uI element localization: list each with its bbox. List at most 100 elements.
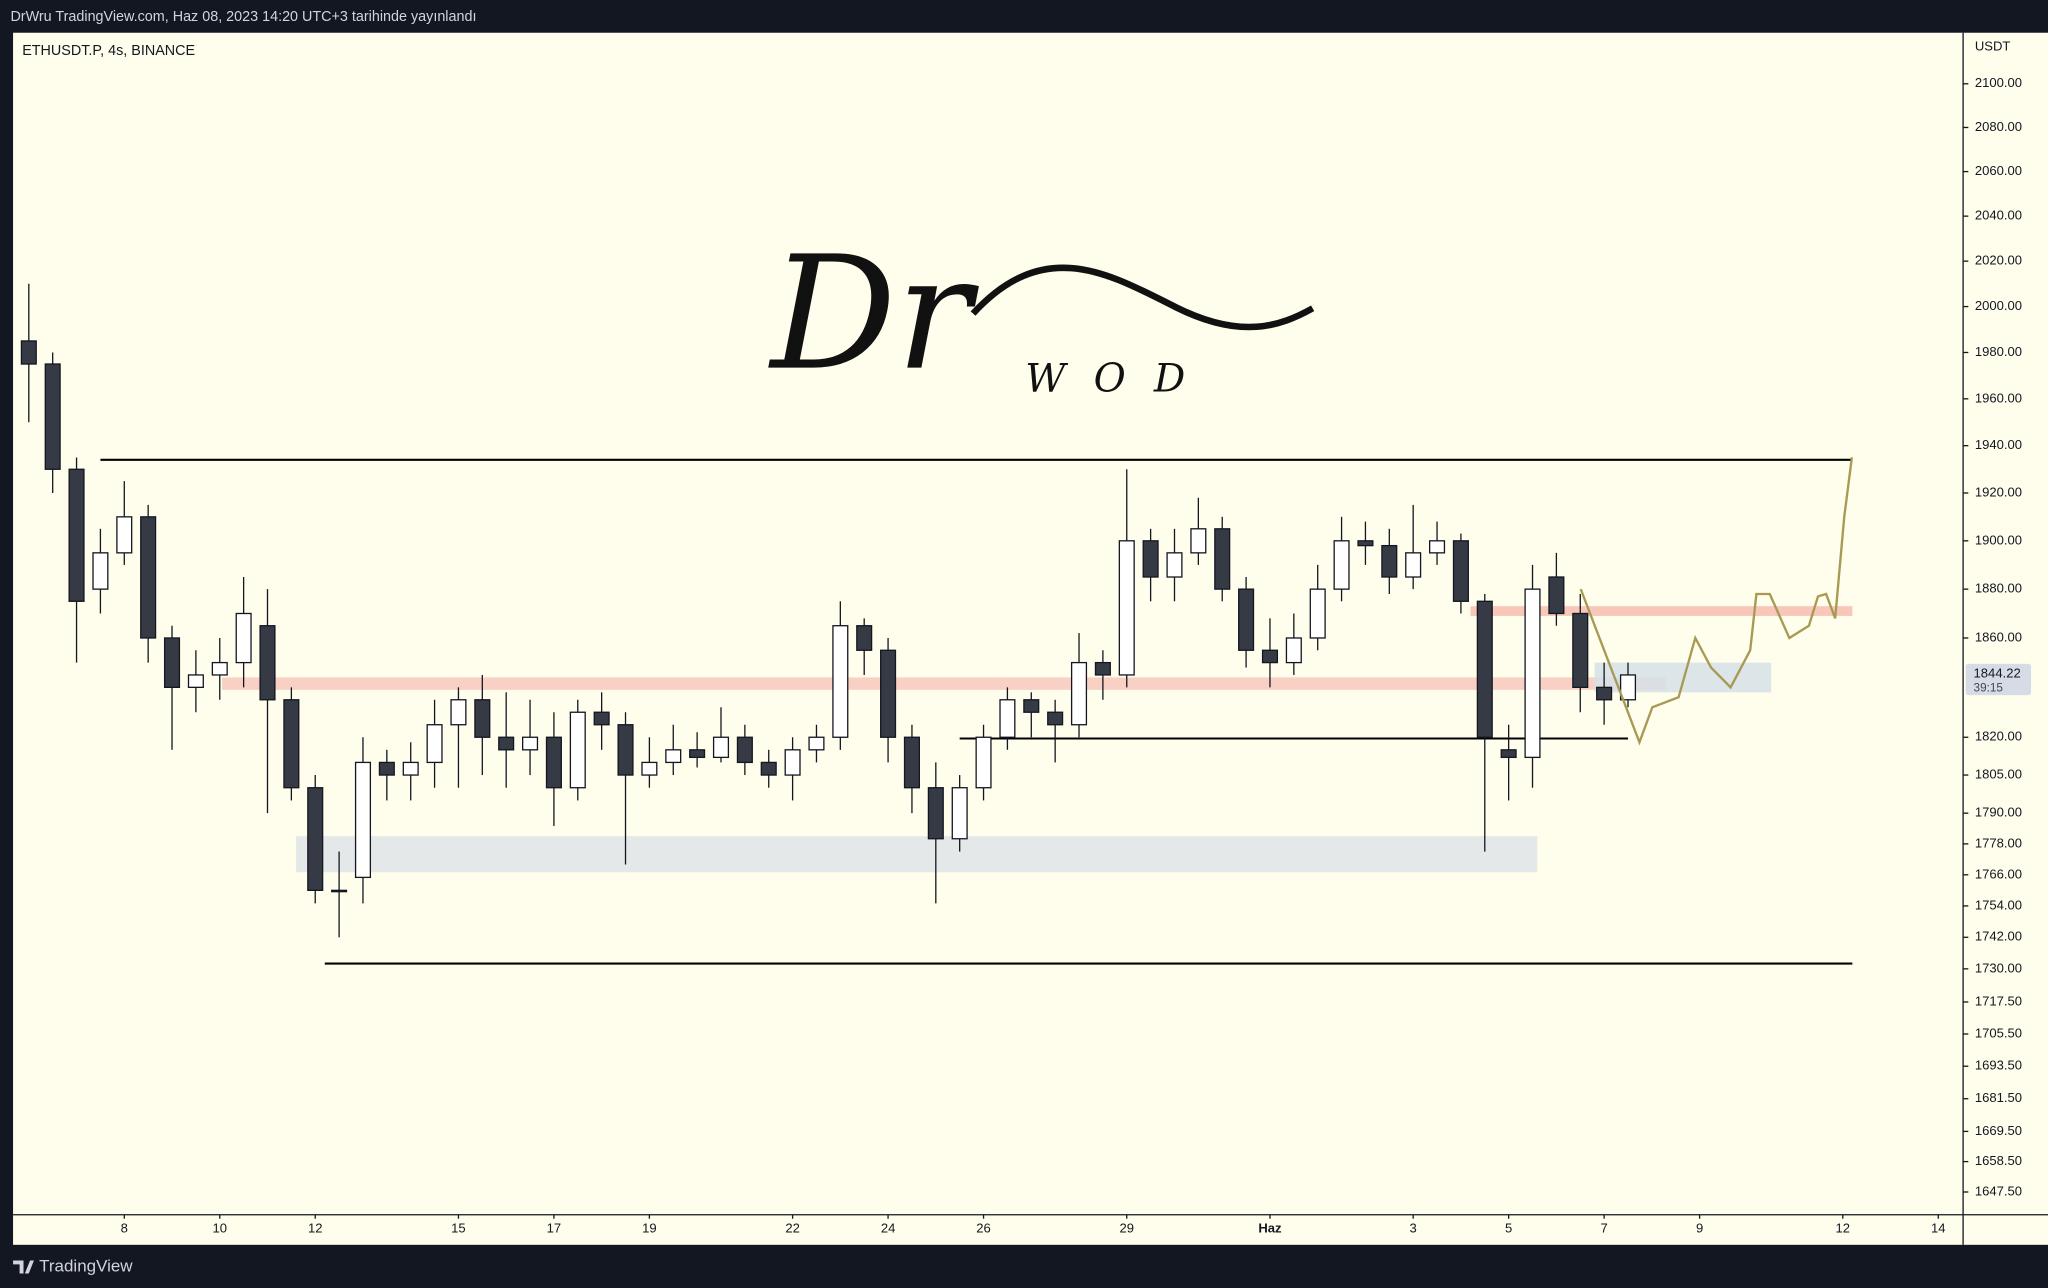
candle-body <box>1142 540 1159 578</box>
x-tick-label: Haz <box>1258 1221 1282 1236</box>
candle-body <box>1285 637 1302 664</box>
candle-body <box>426 724 443 764</box>
candle-body <box>1166 552 1183 578</box>
y-tick-label: 1960.00 <box>1975 390 2022 405</box>
candle-body <box>163 637 181 689</box>
candle-body <box>641 761 658 776</box>
x-tick-label: 22 <box>785 1221 800 1236</box>
x-tick-label: 15 <box>451 1221 466 1236</box>
candle-body <box>1047 711 1064 726</box>
symbol-title: ETHUSDT.P, 4s, BINANCE <box>22 43 195 59</box>
x-tick-label: 14 <box>1931 1221 1946 1236</box>
candle-body <box>1500 749 1517 759</box>
candle-body <box>593 711 610 726</box>
watermark-swash <box>970 264 1315 331</box>
y-tick-label: 2040.00 <box>1975 208 2022 223</box>
candle-body <box>1619 674 1637 701</box>
candle-body <box>760 761 777 776</box>
zone <box>1470 606 1853 616</box>
candle-body <box>474 699 491 738</box>
candle-body <box>712 736 730 759</box>
candle-body <box>832 625 849 738</box>
x-tick-label: 17 <box>547 1221 562 1236</box>
candle-body <box>1428 540 1446 554</box>
candle-body <box>975 736 992 789</box>
candle-body <box>784 749 801 776</box>
y-tick-label: 1860.00 <box>1975 629 2022 644</box>
candle-body <box>1023 699 1040 713</box>
x-tick-label: 26 <box>976 1221 991 1236</box>
candle-body <box>569 711 586 789</box>
y-tick-label: 1805.00 <box>1975 767 2022 782</box>
y-tick-label: 2020.00 <box>1975 253 2022 268</box>
candle-body <box>1524 588 1541 759</box>
candle-body <box>1596 686 1613 701</box>
candle-body <box>354 761 372 879</box>
y-tick-label: 1920.00 <box>1975 484 2022 499</box>
header: DrWru TradingView.com, Haz 08, 2023 14:2… <box>10 9 476 25</box>
price-tag <box>1965 663 2032 696</box>
y-tick-label: 2080.00 <box>1975 119 2022 134</box>
x-tick-label: 5 <box>1505 1221 1512 1236</box>
candle-body <box>1238 588 1255 651</box>
candle-body <box>1190 528 1207 554</box>
y-tick-label: 1647.50 <box>1975 1183 2022 1198</box>
x-tick-label: 3 <box>1410 1221 1417 1236</box>
candle-body <box>1333 540 1350 590</box>
candle-body <box>736 736 753 764</box>
y-tick-label: 1717.50 <box>1975 993 2022 1008</box>
candle-body <box>283 699 300 789</box>
candle-body <box>1070 661 1088 726</box>
candle-body <box>665 749 682 764</box>
y-tick-label: 2060.00 <box>1975 163 2022 178</box>
x-tick-label: 8 <box>121 1221 128 1236</box>
price-tag-label: 1844.22 <box>1974 666 2021 681</box>
y-tick-label: 1820.00 <box>1975 729 2022 744</box>
footer-brand: TradingView <box>39 1257 133 1276</box>
y-tick-label: 2100.00 <box>1975 75 2022 90</box>
candle-body <box>927 787 944 840</box>
candle-body <box>235 612 252 664</box>
candle-body <box>856 625 873 651</box>
x-tick-label: 9 <box>1696 1221 1703 1236</box>
plot-background <box>13 32 2048 1245</box>
candle-body <box>331 889 348 893</box>
y-tick-label: 1790.00 <box>1975 805 2022 820</box>
candle-body <box>903 736 920 789</box>
candle-body <box>1405 552 1422 578</box>
candle-body <box>20 340 37 365</box>
y-tick-label: 1742.00 <box>1975 929 2022 944</box>
candle-body <box>951 787 968 840</box>
candle-body <box>1357 540 1374 547</box>
forecast-line <box>1579 457 1854 746</box>
y-tick-label: 1880.00 <box>1975 581 2022 596</box>
candle-body <box>1261 649 1279 664</box>
candle-body <box>378 761 395 776</box>
y-tick-label: 1900.00 <box>1975 532 2022 547</box>
candle-body <box>689 749 706 759</box>
y-tick-label: 1940.00 <box>1975 437 2022 452</box>
candle-body <box>307 787 324 891</box>
candle-body <box>92 552 109 590</box>
y-tick-label: 2000.00 <box>1975 298 2022 313</box>
candle-body <box>1572 612 1589 689</box>
candle-body <box>211 661 228 676</box>
y-tick-label: 1669.50 <box>1975 1123 2022 1138</box>
candle-body <box>1118 540 1135 676</box>
candle-body <box>1476 600 1493 738</box>
watermark-text: W O D <box>1025 356 1193 401</box>
y-tick-label: 1705.50 <box>1975 1025 2022 1040</box>
countdown: 39:15 <box>1974 682 2004 695</box>
x-tick-label: 10 <box>213 1221 228 1236</box>
zone <box>222 677 1667 690</box>
x-tick-label: 19 <box>642 1221 657 1236</box>
candle-body <box>617 724 634 776</box>
candle-body <box>259 625 276 701</box>
y-tick-label: 1778.00 <box>1975 835 2022 850</box>
candle-body <box>498 736 515 751</box>
candle-body <box>808 736 825 751</box>
y-tick-label: 1730.00 <box>1975 960 2022 975</box>
layer: 2100.00 2080.00 2060.00 2040.00 2020.00 2000.… <box>20 75 2032 1236</box>
y-tick-label: 1693.50 <box>1975 1058 2022 1073</box>
